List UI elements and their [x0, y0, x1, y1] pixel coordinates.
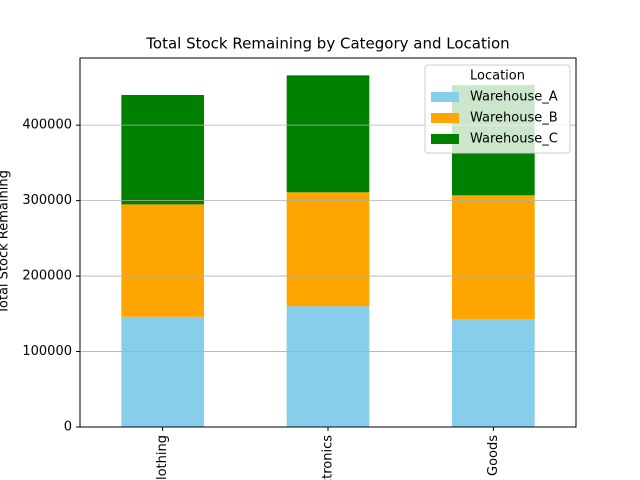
bar-segment — [452, 319, 535, 427]
x-tick-label: Electronics — [321, 435, 336, 480]
plot-frame — [79, 57, 577, 428]
y-tick-label: 100000 — [22, 344, 72, 359]
y-axis-label: Total Stock Remaining — [0, 170, 12, 315]
y-tick-label: 300000 — [22, 193, 72, 208]
legend-label: Warehouse_C — [470, 132, 558, 147]
legend-swatch — [431, 92, 459, 102]
x-tick-label: Home Goods — [486, 435, 501, 480]
legend-swatch — [431, 134, 459, 144]
legend-swatch — [431, 113, 459, 123]
legend-label: Warehouse_B — [470, 111, 558, 126]
legend-label: Warehouse_A — [470, 90, 558, 105]
bar-segment — [286, 192, 370, 307]
y-tick-label: 200000 — [22, 269, 72, 284]
bar-segment — [286, 306, 370, 427]
bar-segment — [121, 204, 204, 317]
y-tick-label: 400000 — [22, 118, 72, 133]
chart-title: Total Stock Remaining by Category and Lo… — [145, 35, 509, 53]
bar-segment — [121, 316, 204, 427]
bar-segment — [121, 94, 204, 205]
bar-segment — [286, 75, 370, 193]
legend-title: Location — [470, 69, 525, 84]
bar-segment — [452, 195, 535, 320]
legend: Location Warehouse_A Warehouse_B Warehouse_… — [424, 64, 571, 154]
legend-box — [424, 64, 571, 154]
x-tick-label: Clothing — [155, 435, 170, 480]
y-tick-label: 0 — [64, 420, 72, 435]
